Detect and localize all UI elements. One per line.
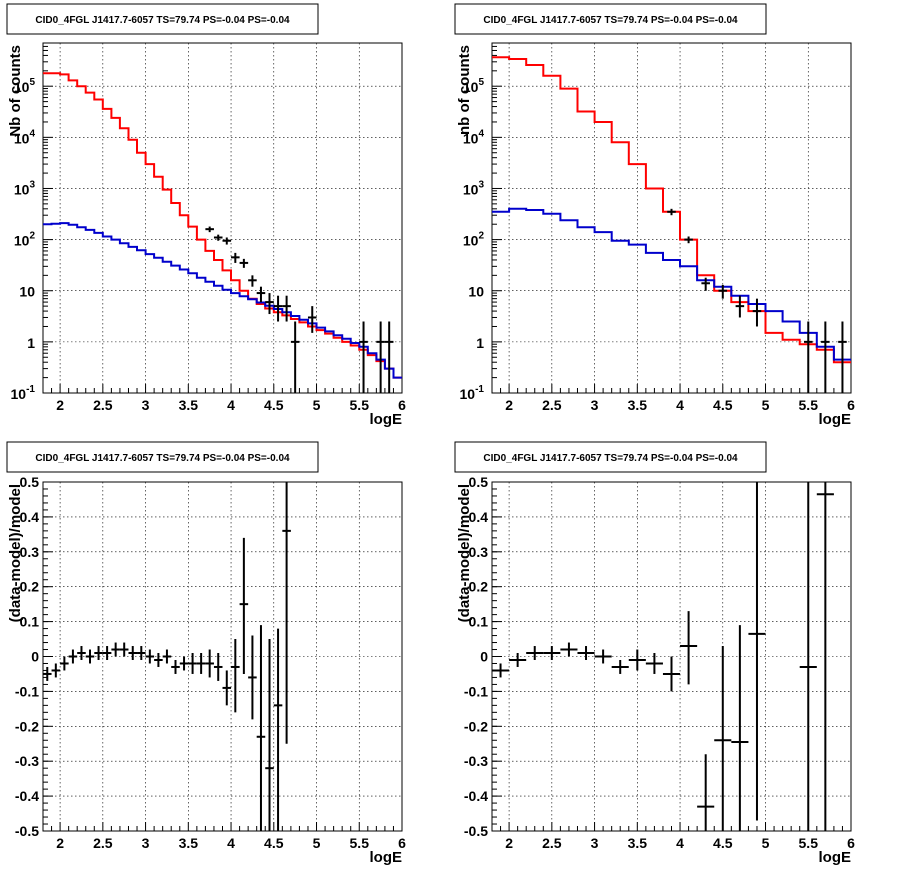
x-tick-label: 3 <box>591 397 599 413</box>
chart-title: CID0_4FGL J1417.7-6057 TS=79.74 PS=-0.04… <box>35 453 290 464</box>
x-tick-label: 3 <box>142 835 150 851</box>
plot-frame <box>42 42 403 394</box>
chart-title: CID0_4FGL J1417.7-6057 TS=79.74 PS=-0.04… <box>483 453 738 464</box>
chart-title-box <box>454 3 767 35</box>
chart-panel-3: 2 2.5 3 3.5 4 4.5 5 5.5 6 -0.5 -0.4 -0.3 -0.2 -0.1 0 0.… <box>6 441 406 866</box>
x-tick-label: 3.5 <box>628 397 648 413</box>
chart-title-box <box>6 3 319 35</box>
x-tick-label: 3 <box>142 397 150 413</box>
x-tick-label: 4.5 <box>264 835 284 851</box>
x-tick-label: 4 <box>227 835 235 851</box>
x-tick-label: 2.5 <box>542 397 562 413</box>
y-tick-label: 0.5 <box>469 474 489 490</box>
x-tick-label: 2 <box>56 397 64 413</box>
plot-frame <box>42 481 403 832</box>
y-tick-label: 102 <box>463 231 485 249</box>
chart-title: CID0_4FGL J1417.7-6057 TS=79.74 PS=-0.04… <box>35 15 290 26</box>
x-tick-label: 5 <box>762 397 770 413</box>
y-tick-label: 0 <box>480 649 488 665</box>
x-tick-label: 3.5 <box>628 835 648 851</box>
y-tick-label: -0.2 <box>15 718 39 734</box>
y-tick-label: -0.5 <box>15 823 39 839</box>
x-tick-label: 6 <box>398 835 406 851</box>
x-axis-label: logE <box>819 411 852 428</box>
y-tick-label: -0.1 <box>15 683 39 699</box>
x-tick-label: 6 <box>847 397 855 413</box>
y-axis-label: Nb of counts <box>7 45 24 137</box>
y-axis-label: (data-model)/model <box>7 484 24 622</box>
y-tick-label: 10 <box>468 284 484 300</box>
y-tick-label: 1 <box>27 335 35 351</box>
y-tick-label: 0.3 <box>20 544 40 560</box>
y-tick-label: 103 <box>14 179 36 197</box>
chart-panel-1: 2 2.5 3 3.5 4 4.5 5 5.5 6 10-1 1 10 102 103 104 105 logE… <box>6 3 406 428</box>
x-tick-label: 2 <box>505 835 513 851</box>
x-tick-label: 5 <box>313 835 321 851</box>
y-tick-label: -0.1 <box>464 683 488 699</box>
y-tick-label: -0.4 <box>15 788 39 804</box>
x-tick-label: 2 <box>505 397 513 413</box>
x-tick-label: 4 <box>676 397 684 413</box>
y-tick-label: -0.5 <box>464 823 488 839</box>
y-axis-label: (data-model)/model <box>456 484 473 622</box>
x-tick-label: 5.5 <box>350 397 370 413</box>
x-tick-label: 6 <box>847 835 855 851</box>
x-tick-label: 2.5 <box>93 397 113 413</box>
x-tick-label: 5.5 <box>350 835 370 851</box>
x-axis-label: logE <box>370 849 403 866</box>
x-tick-label: 3 <box>591 835 599 851</box>
x-tick-label: 4 <box>227 397 235 413</box>
chart-title-box <box>454 441 767 473</box>
x-tick-label: 4.5 <box>264 397 284 413</box>
chart-title-box <box>6 441 319 473</box>
y-tick-label: 0.1 <box>469 614 489 630</box>
y-tick-label: 10-1 <box>460 384 485 402</box>
y-tick-label: -0.3 <box>15 753 39 769</box>
y-tick-label: 10 <box>19 284 35 300</box>
y-tick-label: 0.4 <box>20 509 40 525</box>
chart-title: CID0_4FGL J1417.7-6057 TS=79.74 PS=-0.04… <box>483 15 738 26</box>
x-tick-label: 5 <box>762 835 770 851</box>
y-tick-label: -0.2 <box>464 718 488 734</box>
x-axis-label: logE <box>819 849 852 866</box>
x-axis-label: logE <box>370 411 403 428</box>
y-tick-label: 10-1 <box>11 384 36 402</box>
y-tick-label: 104 <box>14 128 36 146</box>
y-tick-label: 0.4 <box>469 509 489 525</box>
series-model-background-line <box>492 207 851 361</box>
y-tick-label: 1 <box>476 335 484 351</box>
y-tick-label: 104 <box>463 128 485 146</box>
x-tick-label: 3.5 <box>179 835 199 851</box>
x-tick-label: 6 <box>398 397 406 413</box>
y-tick-label: 105 <box>463 77 485 95</box>
y-axis-label: nb of counts <box>456 45 473 135</box>
series-model-background-line <box>43 222 402 379</box>
plot-frame <box>491 42 852 394</box>
x-tick-label: 2 <box>56 835 64 851</box>
x-tick-label: 4 <box>676 835 684 851</box>
y-tick-label: 105 <box>14 77 36 95</box>
y-tick-label: 102 <box>14 231 36 249</box>
x-tick-label: 4.5 <box>713 397 733 413</box>
y-tick-label: 0.3 <box>469 544 489 560</box>
y-tick-label: -0.4 <box>464 788 488 804</box>
x-tick-label: 5.5 <box>799 835 819 851</box>
x-tick-label: 2.5 <box>93 835 113 851</box>
x-tick-label: 5.5 <box>799 397 819 413</box>
chart-panel-4: 2 2.5 3 3.5 4 4.5 5 5.5 6 -0.5 -0.4 -0.3 -0.2 -0.1 0 0.… <box>454 441 855 866</box>
y-tick-label: 0.5 <box>20 474 40 490</box>
chart-panel-2: 2 2.5 3 3.5 4 4.5 5 5.5 6 10-1 1 10 102 103 104 105 logE… <box>454 3 855 428</box>
x-tick-label: 5 <box>313 397 321 413</box>
y-tick-label: 0 <box>31 649 39 665</box>
x-tick-label: 3.5 <box>179 397 199 413</box>
y-tick-label: 0.2 <box>469 579 489 595</box>
x-tick-label: 4.5 <box>713 835 733 851</box>
y-tick-label: 103 <box>463 179 485 197</box>
y-tick-label: 0.1 <box>20 614 40 630</box>
y-tick-label: -0.3 <box>464 753 488 769</box>
x-tick-label: 2.5 <box>542 835 562 851</box>
y-tick-label: 0.2 <box>20 579 40 595</box>
